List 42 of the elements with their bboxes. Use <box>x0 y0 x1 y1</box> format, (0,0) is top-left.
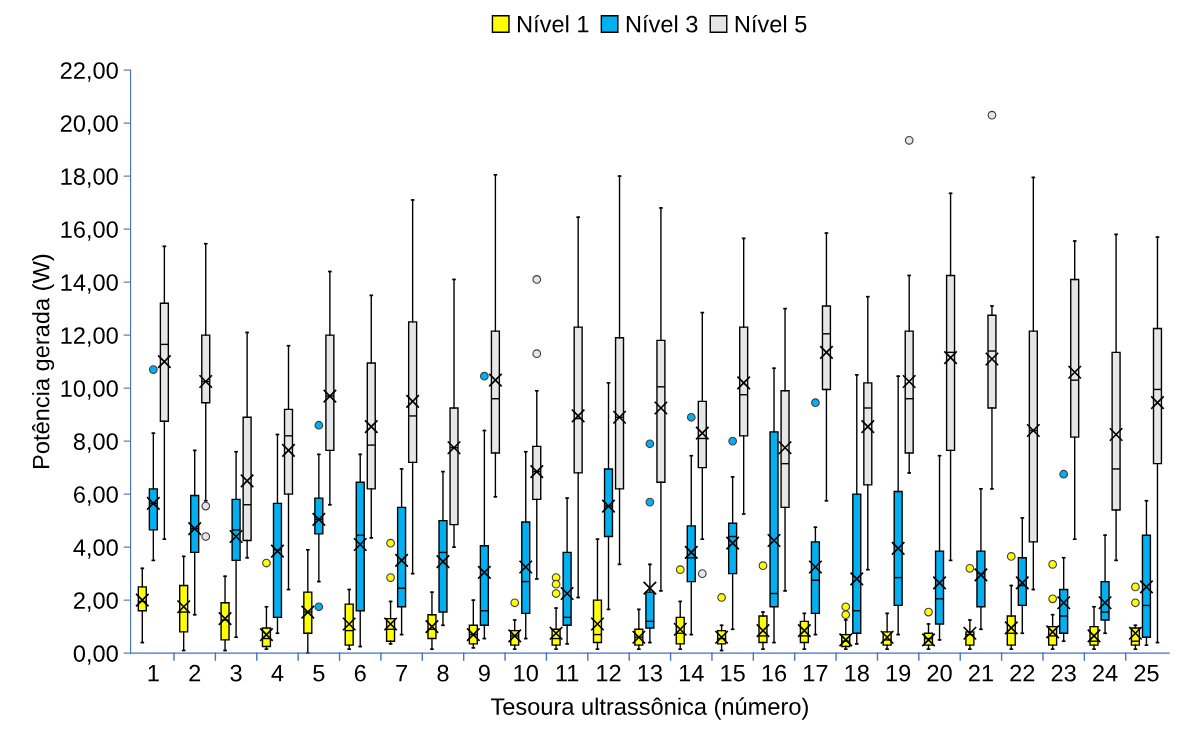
x-tick-label: 14 <box>679 665 704 682</box>
x-tick-label: 18 <box>845 664 869 682</box>
x-tick-label: 12 <box>597 664 621 682</box>
y-tick-label: 20,00 <box>60 115 118 135</box>
y-tick-label: 8,00 <box>73 433 118 453</box>
y-tick-label: 10,00 <box>61 380 118 400</box>
x-tick-label: 16 <box>762 664 787 682</box>
legend-label: Nível 5 <box>735 14 807 33</box>
x-tick-label: 20 <box>927 664 952 682</box>
y-tick-label: 16,00 <box>61 221 118 241</box>
y-tick-label: 14,00 <box>61 274 118 294</box>
x-tick-label: 1 <box>148 665 159 682</box>
x-tick-label: 22 <box>1010 664 1035 682</box>
y-tick-label: 18,00 <box>61 168 118 188</box>
y-tick-label: 12,00 <box>61 327 118 347</box>
y-tick-label: 6,00 <box>74 486 118 506</box>
x-tick-label: 15 <box>721 665 745 682</box>
x-tick-label: 25 <box>1134 664 1159 682</box>
x-tick-label: 6 <box>354 664 366 682</box>
x-tick-label: 19 <box>886 664 911 682</box>
legend-label: Nível 1 <box>517 14 589 33</box>
x-tick-label: 23 <box>1051 664 1076 682</box>
x-tick-label: 24 <box>1093 664 1118 682</box>
x-tick-label: 9 <box>478 664 490 682</box>
x-tick-label: 17 <box>804 665 828 682</box>
y-tick-label: 4,00 <box>73 539 118 559</box>
x-tick-label: 7 <box>396 665 407 682</box>
x-tick-label: 2 <box>189 664 201 682</box>
x-tick-label: 10 <box>514 664 538 682</box>
x-tick-label: 21 <box>968 664 993 682</box>
x-tick-label: 3 <box>230 664 242 682</box>
x-tick-label: 5 <box>313 665 325 682</box>
x-tick-label: 13 <box>638 664 662 682</box>
y-tick-label: 2,00 <box>74 592 118 612</box>
y-tick-label: 22,00 <box>60 62 118 82</box>
x-tick-label: 8 <box>437 664 449 682</box>
x-tick-label: 11 <box>556 665 579 682</box>
x-axis-title: Tesoura ultrassônica (número) <box>490 697 808 720</box>
x-tick-label: 4 <box>271 665 284 682</box>
legend-label: Nível 3 <box>626 14 698 33</box>
y-tick-label: 0,00 <box>73 645 118 665</box>
y-axis-title: Potência gerada (W) <box>32 254 55 468</box>
